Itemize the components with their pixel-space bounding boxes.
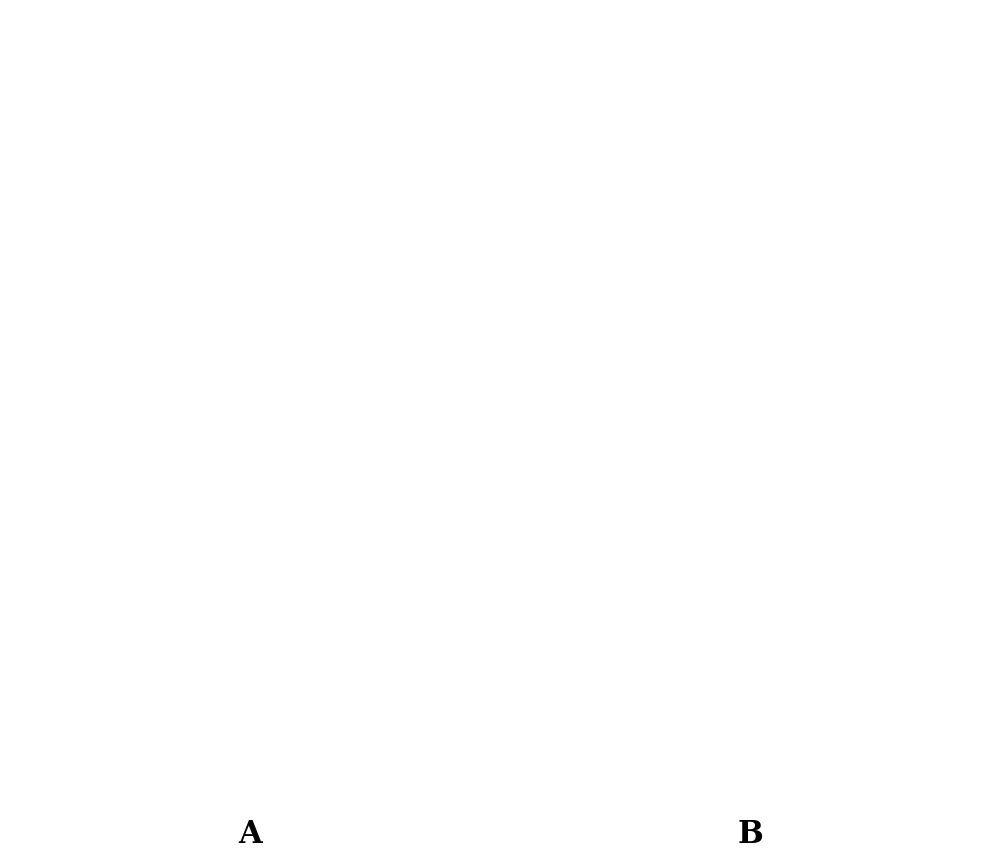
Text: A: A bbox=[238, 819, 262, 850]
Text: B: B bbox=[737, 819, 763, 850]
